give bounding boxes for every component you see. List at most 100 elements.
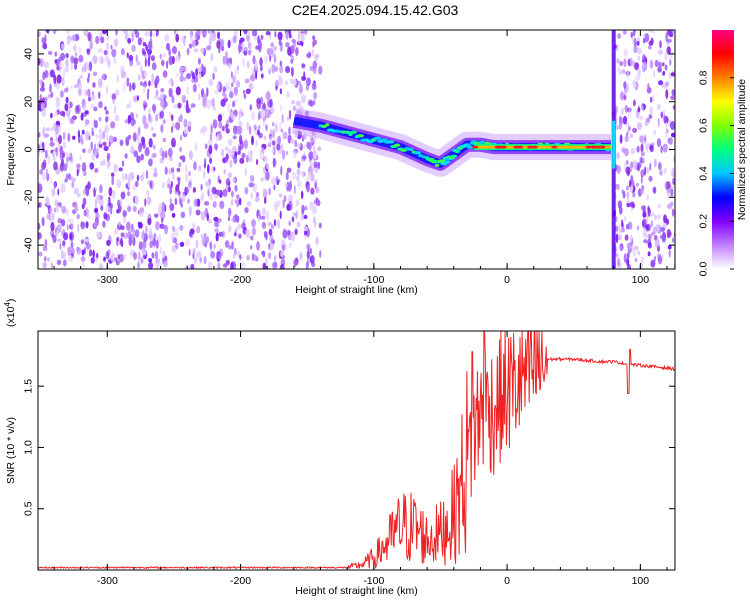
noise-speck (192, 248, 196, 255)
noise-speck (79, 74, 84, 80)
noise-speck (281, 113, 284, 124)
top-x-tick-label: 0 (504, 274, 510, 286)
signal-peak (599, 145, 606, 149)
noise-speck (647, 223, 651, 232)
colorbar-tick-label: 0.4 (698, 166, 710, 181)
noise-speck (272, 128, 275, 139)
noise-speck (670, 188, 674, 197)
noise-speck (134, 229, 140, 238)
noise-speck (96, 231, 101, 238)
noise-speck (273, 184, 276, 191)
noise-speck (85, 61, 88, 67)
noise-speck (301, 76, 307, 81)
noise-speck (202, 125, 205, 135)
noise-speck (64, 67, 70, 73)
noise-speck (120, 65, 125, 76)
noise-speck (282, 131, 288, 140)
noise-speck (274, 31, 277, 38)
noise-speck (189, 228, 195, 235)
noise-speck (39, 87, 46, 92)
noise-speck (103, 256, 106, 261)
noise-speck (287, 229, 291, 236)
noise-speck (251, 135, 254, 146)
noise-speck (230, 261, 234, 269)
noise-speck (615, 216, 618, 223)
noise-speck (208, 78, 214, 87)
noise-speck (177, 102, 182, 109)
noise-speck (236, 194, 240, 200)
noise-speck (174, 227, 179, 237)
ridge-blob (444, 160, 451, 164)
noise-speck (225, 178, 231, 187)
noise-speck (276, 219, 281, 229)
noise-speck (285, 31, 289, 40)
noise-speck (61, 219, 66, 227)
noise-speck (183, 38, 186, 47)
noise-speck (198, 165, 202, 172)
noise-speck (313, 92, 317, 100)
noise-speck (38, 232, 42, 240)
noise-speck (645, 33, 650, 43)
noise-speck (159, 246, 162, 255)
noise-speck (289, 30, 292, 39)
noise-speck (119, 139, 124, 147)
noise-speck (122, 160, 124, 168)
noise-speck (269, 33, 272, 40)
noise-speck (114, 227, 119, 234)
noise-speck (239, 157, 245, 164)
noise-speck (272, 157, 276, 168)
noise-speck (63, 232, 69, 241)
noise-speck (175, 33, 180, 43)
noise-speck (304, 30, 308, 35)
ridge-blob (386, 140, 395, 144)
noise-speck (56, 84, 60, 90)
noise-speck (306, 141, 310, 149)
noise-speck (313, 161, 318, 169)
noise-speck (223, 97, 228, 103)
noise-speck (288, 220, 292, 227)
noise-speck (158, 203, 164, 208)
noise-speck (133, 150, 139, 158)
noise-speck (214, 220, 220, 228)
noise-speck (637, 107, 641, 113)
noise-speck (81, 129, 85, 135)
noise-speck (268, 187, 272, 196)
noise-speck (136, 135, 140, 144)
colorbar-tick-label: 0.2 (698, 214, 710, 229)
noise-speck (633, 250, 636, 257)
noise-speck (620, 91, 624, 101)
noise-speck (645, 224, 649, 230)
noise-speck (61, 205, 67, 214)
ridge-blob (350, 130, 357, 134)
noise-speck (616, 184, 620, 191)
noise-speck (290, 78, 294, 84)
noise-speck (208, 144, 213, 155)
noise-speck (277, 31, 283, 41)
noise-speck (121, 172, 125, 181)
noise-speck (640, 256, 644, 265)
noise-speck (259, 152, 265, 161)
noise-speck (308, 171, 311, 177)
noise-speck (145, 169, 149, 180)
noise-speck (617, 33, 622, 39)
noise-speck (175, 242, 179, 250)
noise-speck (203, 66, 206, 75)
noise-speck (667, 204, 671, 209)
noise-speck (209, 132, 213, 141)
noise-speck (271, 140, 276, 146)
bottom-y-tick-label: 1.0 (23, 440, 35, 455)
noise-speck (154, 82, 158, 89)
noise-speck (60, 90, 64, 98)
noise-speck (218, 121, 223, 129)
noise-speck (255, 70, 258, 80)
noise-speck (131, 84, 135, 90)
noise-speck (196, 30, 201, 38)
noise-speck (203, 256, 207, 264)
noise-speck (132, 132, 137, 142)
noise-speck (234, 184, 238, 192)
noise-speck (648, 30, 653, 34)
noise-speck (92, 71, 98, 77)
noise-speck (217, 218, 222, 223)
noise-speck (268, 243, 271, 250)
noise-speck (168, 156, 173, 162)
